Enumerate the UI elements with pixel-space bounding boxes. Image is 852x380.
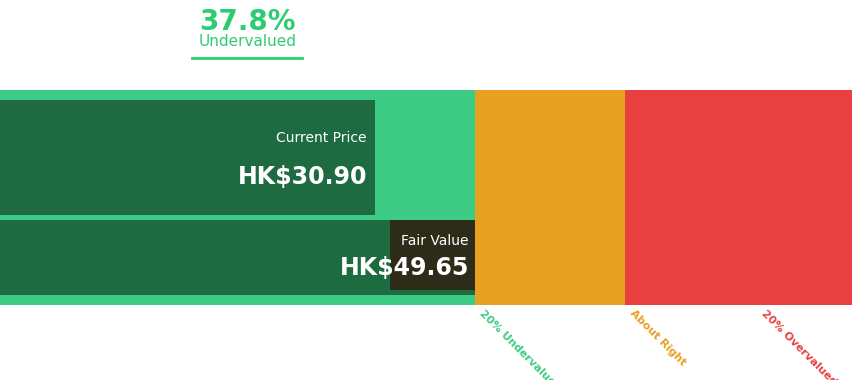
Text: 37.8%: 37.8% [199,8,296,36]
Text: HK$30.90: HK$30.90 [237,165,366,189]
Text: Fair Value: Fair Value [401,234,469,248]
Text: HK$49.65: HK$49.65 [339,256,469,280]
Bar [15,107,375,210]
Bar [625,90,852,305]
Bar [0,100,375,215]
Text: Current Price: Current Price [276,131,366,145]
Bar [389,220,475,290]
Text: 20% Undervalued: 20% Undervalued [477,308,562,380]
Text: 20% Overvalued: 20% Overvalued [759,308,838,380]
Bar [0,220,475,295]
Bar [0,90,475,305]
Bar [475,90,625,305]
Text: About Right: About Right [627,308,687,368]
Text: Undervalued: Undervalued [199,35,296,49]
